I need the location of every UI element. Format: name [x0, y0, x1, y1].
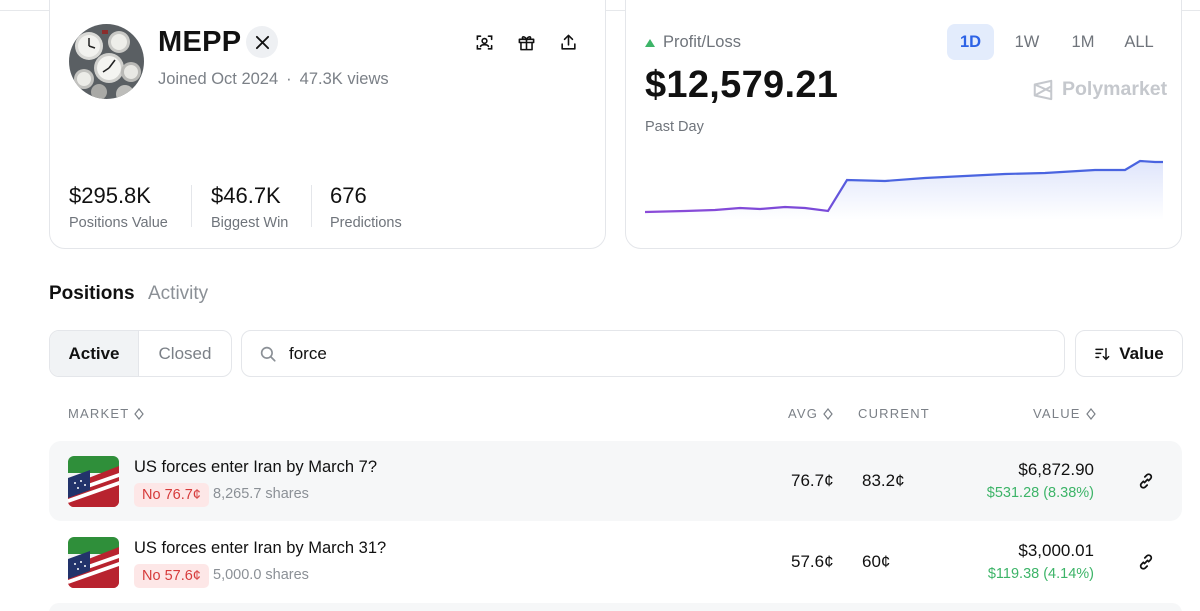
- stat-biggest-win: $46.7K Biggest Win: [211, 183, 288, 231]
- header-value-label: VALUE: [1033, 406, 1081, 421]
- filter-active-button[interactable]: Active: [50, 331, 139, 376]
- search-input[interactable]: [289, 343, 989, 364]
- range-tab-1w[interactable]: 1W: [1014, 32, 1040, 51]
- stat-divider: [311, 185, 312, 227]
- header-current-label: CURRENT: [858, 406, 930, 421]
- gift-icon[interactable]: [515, 31, 537, 53]
- stat-value: $46.7K: [211, 183, 281, 208]
- stat-label: Biggest Win: [211, 215, 289, 231]
- stat-value: 676: [330, 183, 367, 208]
- scan-icon[interactable]: [473, 31, 495, 53]
- market-thumbnail: [68, 537, 119, 588]
- header-current: CURRENT: [858, 406, 930, 421]
- joined-info: Joined Oct 2024 · 47.3K views: [158, 70, 389, 89]
- pnl-value: $12,579.21: [645, 64, 839, 106]
- status-segmented-control: Active Closed: [49, 330, 232, 377]
- link-icon[interactable]: [1137, 553, 1155, 571]
- pnl-label-text: Profit/Loss: [663, 33, 741, 51]
- stat-label: Predictions: [330, 215, 402, 231]
- table-row[interactable]: US forces enter Iran by March 7? No 76.7…: [49, 441, 1182, 521]
- filter-closed-button[interactable]: Closed: [158, 343, 212, 363]
- search-box: [241, 330, 1065, 377]
- stat-predictions: 676 Predictions: [330, 183, 402, 231]
- sort-diamond-icon: [823, 407, 833, 420]
- link-icon[interactable]: [1137, 472, 1155, 490]
- shares-count: 8,265.7 shares: [213, 486, 309, 502]
- position-change: $119.38 (4.14%): [987, 566, 1094, 582]
- position-value: $3,000.01: [1018, 541, 1094, 560]
- sort-label: Value: [1119, 343, 1164, 363]
- range-tab-all[interactable]: ALL: [1124, 32, 1154, 51]
- sort-value-button[interactable]: Value: [1075, 330, 1183, 377]
- avatar: [69, 24, 144, 99]
- stat-positions-value: $295.8K Positions Value: [69, 183, 168, 231]
- pnl-period: Past Day: [645, 119, 704, 135]
- search-icon: [260, 346, 276, 362]
- market-title[interactable]: US forces enter Iran by March 7?: [134, 458, 378, 476]
- views-count: 47.3K views: [299, 70, 389, 88]
- stat-divider: [191, 185, 192, 227]
- header-value[interactable]: VALUE: [1033, 406, 1096, 421]
- position-change: $531.28 (8.38%): [986, 485, 1094, 501]
- current-price: 83.2¢: [862, 471, 905, 490]
- range-tab-1d[interactable]: 1D: [947, 24, 994, 60]
- outcome-badge: No 57.6¢: [134, 564, 209, 588]
- header-market[interactable]: MARKET: [68, 406, 145, 421]
- market-thumbnail: [68, 456, 119, 507]
- polymarket-logo-icon: [1033, 79, 1053, 100]
- sort-icon: [1095, 347, 1110, 360]
- avg-price: 76.7¢: [791, 471, 834, 490]
- x-logo-icon[interactable]: [246, 26, 278, 58]
- tab-activity[interactable]: Activity: [148, 283, 209, 304]
- stat-label: Positions Value: [69, 215, 168, 231]
- header-avg[interactable]: AVG: [788, 406, 833, 421]
- outcome-badge: No 76.7¢: [134, 483, 209, 507]
- avg-price: 57.6¢: [791, 552, 834, 571]
- up-triangle-icon: [645, 38, 655, 47]
- market-title[interactable]: US forces enter Iran by March 31?: [134, 539, 387, 557]
- position-value: $6,872.90: [1018, 460, 1094, 479]
- pnl-label: Profit/Loss: [645, 33, 741, 52]
- header-avg-label: AVG: [788, 406, 819, 421]
- table-row[interactable]: [49, 603, 1182, 611]
- range-tab-1m[interactable]: 1M: [1071, 32, 1095, 51]
- polymarket-text: Polymarket: [1062, 78, 1168, 100]
- header-market-label: MARKET: [68, 406, 130, 421]
- tab-positions[interactable]: Positions: [49, 283, 135, 304]
- stat-value: $295.8K: [69, 183, 151, 208]
- separator-dot: ·: [286, 70, 292, 88]
- profile-card: [49, 0, 606, 249]
- pnl-chart: [645, 159, 1163, 220]
- table-row[interactable]: US forces enter Iran by March 31? No 57.…: [49, 522, 1182, 602]
- sort-diamond-icon: [1085, 407, 1096, 420]
- polymarket-brand: Polymarket: [1032, 78, 1167, 101]
- pnl-chart-area: [645, 161, 1163, 220]
- current-price: 60¢: [862, 552, 891, 571]
- username: MEPP: [158, 26, 242, 58]
- joined-date: Joined Oct 2024: [158, 70, 279, 88]
- pnl-chart-line: [645, 159, 1163, 214]
- share-icon[interactable]: [557, 31, 579, 53]
- shares-count: 5,000.0 shares: [213, 567, 309, 583]
- sort-diamond-icon: [134, 407, 145, 420]
